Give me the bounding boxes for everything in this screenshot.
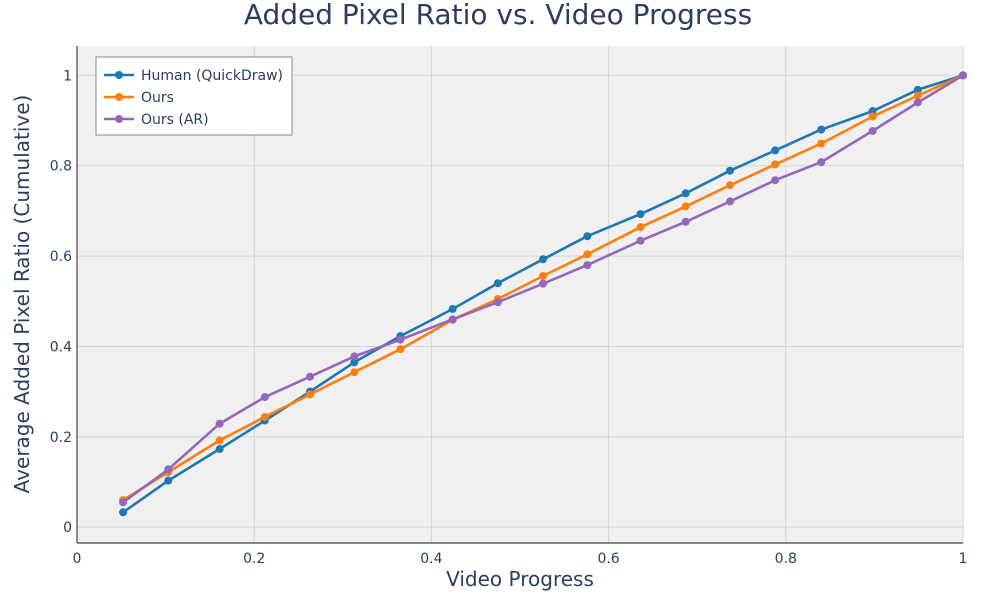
data-point	[771, 160, 780, 169]
y-tick-label: 0.6	[50, 249, 72, 265]
data-point	[583, 250, 592, 259]
data-point	[817, 125, 826, 134]
legend-item: Ours	[104, 90, 174, 106]
data-point	[636, 236, 645, 245]
data-point	[913, 91, 922, 100]
x-tick-label: 0.8	[775, 551, 797, 567]
data-point	[913, 98, 922, 107]
data-point	[539, 271, 548, 280]
y-axis-title: Average Added Pixel Ratio (Cumulative)	[10, 95, 34, 494]
data-point	[350, 358, 359, 367]
data-point	[164, 476, 173, 485]
x-axis-title: Video Progress	[446, 567, 594, 591]
data-point	[913, 85, 922, 94]
x-tick-label: 0	[73, 551, 82, 567]
data-point	[817, 158, 826, 167]
data-point	[306, 372, 315, 381]
data-point	[725, 197, 734, 206]
data-point	[817, 139, 826, 148]
data-point	[681, 202, 690, 211]
data-point	[306, 390, 315, 399]
legend-marker	[115, 115, 123, 123]
x-tick-label: 0.6	[597, 551, 619, 567]
legend-label: Ours	[141, 90, 174, 106]
data-point	[164, 465, 173, 474]
data-point	[215, 419, 224, 428]
data-point	[119, 498, 128, 507]
data-point	[583, 232, 592, 241]
y-tick-label: 0.4	[50, 339, 72, 355]
series-3	[119, 71, 967, 507]
data-point	[681, 189, 690, 198]
y-tick-label: 1	[63, 68, 72, 84]
data-point	[771, 176, 780, 185]
legend-marker	[115, 93, 123, 101]
data-point	[539, 279, 548, 288]
y-tick-label: 0.8	[50, 159, 72, 175]
legend-marker	[115, 71, 123, 79]
legend-label: Ours (AR)	[141, 112, 209, 128]
legend-item: Human (QuickDraw)	[104, 68, 283, 84]
data-point	[119, 508, 128, 517]
x-tick-label: 1	[959, 551, 968, 567]
legend-item: Ours (AR)	[104, 112, 209, 128]
data-point	[771, 146, 780, 155]
data-point	[350, 352, 359, 361]
x-tick-label: 0.4	[420, 551, 442, 567]
data-point	[681, 217, 690, 226]
series-2	[119, 71, 967, 505]
data-point	[493, 298, 502, 307]
data-point	[260, 393, 269, 402]
data-point	[868, 112, 877, 121]
data-point	[636, 210, 645, 219]
x-tick-label: 0.2	[243, 551, 265, 567]
legend: Human (QuickDraw) Ours Ours (AR)	[95, 56, 293, 136]
data-point	[448, 315, 457, 324]
data-point	[396, 345, 405, 354]
data-point	[493, 279, 502, 288]
data-point	[725, 181, 734, 190]
data-point	[583, 261, 592, 270]
data-point	[448, 304, 457, 313]
data-point	[868, 126, 877, 135]
data-point	[636, 223, 645, 232]
chart-title: Added Pixel Ratio vs. Video Progress	[244, 0, 752, 31]
y-axis-ticks: 0 0.2 0.4 0.6 0.8 1	[50, 68, 72, 536]
data-point	[260, 412, 269, 421]
data-point	[215, 445, 224, 454]
data-point	[725, 166, 734, 175]
data-point	[350, 368, 359, 377]
series-group	[119, 71, 967, 517]
data-point	[959, 71, 967, 80]
x-axis-ticks: 0 0.2 0.4 0.6 0.8 1	[73, 551, 968, 567]
data-point	[396, 335, 405, 344]
y-tick-label: 0.2	[50, 430, 72, 446]
axes	[76, 46, 963, 544]
data-point	[215, 436, 224, 445]
legend-label: Human (QuickDraw)	[141, 68, 283, 84]
data-point	[539, 255, 548, 264]
y-tick-label: 0	[63, 520, 72, 536]
